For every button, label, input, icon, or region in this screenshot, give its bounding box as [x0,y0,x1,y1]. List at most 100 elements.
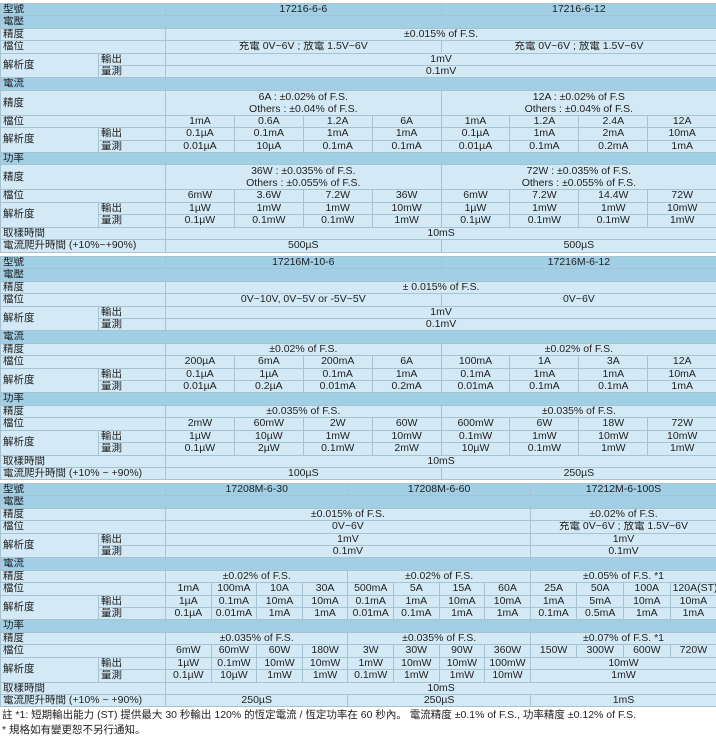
spec-value: 10mW [257,657,303,669]
spec-value: 10mW [372,430,441,442]
spec-value: 1mW [348,657,394,669]
spec-value: 0.01mA [441,381,510,393]
spec-value: 1mW [648,215,716,227]
spec-value: 0.1mA [510,381,579,393]
row-label: 精度 [1,343,166,355]
spec-value: 1mA [257,608,303,620]
row-label: 取樣時間 [1,227,166,239]
row-label: 精度 [1,405,166,417]
spec-value: 3.6W [234,190,303,202]
spec-value: 12A : ±0.02% of F.S Others : ±0.04% of F… [441,90,716,115]
spec-value: 充電 0V~6V ; 放電 1.5V~6V [166,41,442,53]
row-label: 解析度 [1,430,99,455]
spec-value: 10mW [372,202,441,214]
spec-value: 10A [257,583,303,595]
spec-value: 輸出 [99,657,166,669]
spec-row: 精度±0.015% of F.S. [1,28,716,40]
spec-value: 0.1µA [166,608,212,620]
spec-value: 0.1mV [166,66,716,78]
spec-value: 0.01µA [441,140,510,152]
section-title: 電壓 [1,16,716,28]
spec-value: 60W [257,645,303,657]
spec-value: 3W [348,645,394,657]
spec-value: 0.01mA [348,608,394,620]
row-label: 精度 [1,28,166,40]
row-label: 精度 [1,281,166,293]
section-title: 電壓 [1,269,716,281]
spec-value: 10µW [234,430,303,442]
model-name: 17212M-6-100S [530,484,716,496]
spec-value: 1mV [166,533,531,545]
spec-value: ±0.035% of F.S. [441,405,716,417]
spec-value: 2mW [372,443,441,455]
spec-value: 30A [302,583,348,595]
spec-value: 720W [670,645,716,657]
spec-value: 1mW [439,670,485,682]
row-label: 取樣時間 [1,682,166,694]
row-label: 精度 [1,90,166,115]
spec-value: 180W [302,645,348,657]
spec-value: 輸出 [99,595,166,607]
spec-value: 0.1mA [510,140,579,152]
row-label: 解析度 [1,202,99,227]
spec-value: 0.1mW [211,657,257,669]
spec-value: ±0.02% of F.S. [166,570,348,582]
spec-value: 10mW [394,657,440,669]
spec-value: 1mA [439,608,485,620]
spec-value: 10mA [302,595,348,607]
spec-value: 1mW [530,670,716,682]
spec-value: 1mW [579,202,648,214]
spec-value: 1mA [166,583,212,595]
spec-value: ±0.015% of F.S. [166,28,716,40]
spec-value: 2.4A [579,115,648,127]
spec-value: 0.1µA [441,128,510,140]
spec-value: 1mA [302,608,348,620]
row-label: 解析度 [1,128,99,153]
spec-value: 120A(ST) [670,583,716,595]
spec-value: 18W [579,418,648,430]
spec-value: 6A [372,356,441,368]
row-label: 量測 [99,608,166,620]
spec-value: 6A [372,115,441,127]
spec-value: 0.1mA [348,595,394,607]
spec-value: 0.1mA [530,608,577,620]
spec-value: 10mA [439,595,485,607]
spec-value: 1mW [302,670,348,682]
section-band-row: 電壓 [1,269,716,281]
spec-value: 36W : ±0.035% of F.S. Others : ±0.055% o… [166,165,442,190]
row-label: 解析度 [1,368,99,393]
spec-value: ±0.035% of F.S. [166,632,348,644]
section-band-row: 功率 [1,620,716,632]
spec-value: 型號 [1,257,166,269]
spec-value: 100mA [211,583,257,595]
spec-value: 1A [510,356,579,368]
section-band-row: 電流 [1,558,716,570]
section-title: 電流 [1,78,716,90]
spec-value: 90W [439,645,485,657]
row-label: 電流爬升時間 (+10% ~ +90%) [1,467,166,479]
spec-row: 精度± 0.015% of F.S. [1,281,716,293]
row-label: 量測 [99,546,166,558]
section-title: 功率 [1,153,716,165]
model-name: 17208M-6-60 [348,484,530,496]
spec-value: 10mA [624,595,671,607]
spec-value: 1mA [648,381,716,393]
spec-value: 10mW [579,430,648,442]
row-label: 解析度 [1,53,99,78]
row-label: 量測 [99,381,166,393]
spec-value: ± 0.015% of F.S. [166,281,716,293]
spec-value: 0.1µA [166,368,235,380]
